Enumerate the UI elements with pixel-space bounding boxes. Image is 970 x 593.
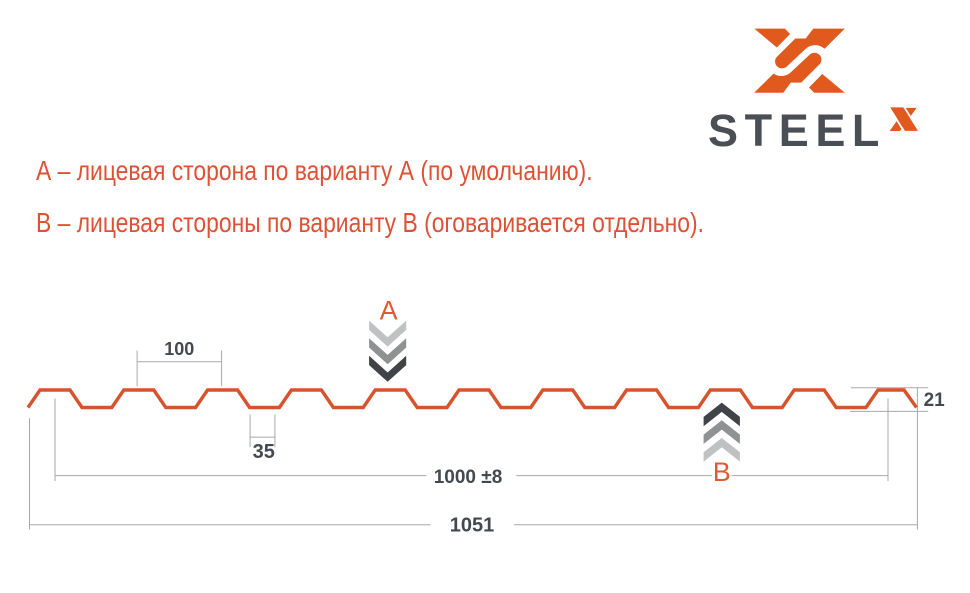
svg-text:В: В [713, 457, 731, 487]
svg-text:35: 35 [253, 441, 275, 463]
svg-text:21: 21 [924, 390, 946, 411]
svg-text:А: А [380, 296, 398, 326]
svg-text:1051: 1051 [450, 515, 495, 537]
svg-text:100: 100 [164, 339, 194, 359]
svg-text:1000 ±8: 1000 ±8 [434, 467, 503, 488]
